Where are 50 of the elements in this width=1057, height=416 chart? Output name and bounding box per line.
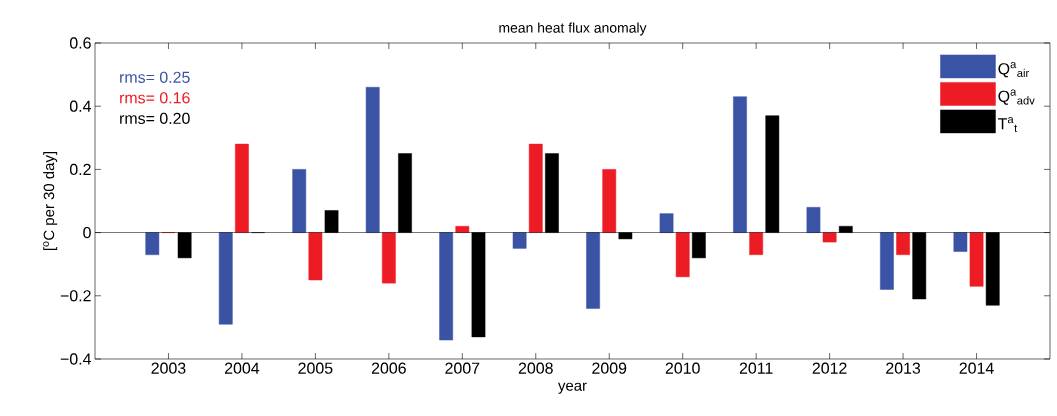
y-tick-label: 0.6 — [69, 37, 91, 49]
bar — [145, 232, 160, 255]
x-axis-title: year — [558, 382, 587, 394]
bar — [512, 232, 527, 249]
bar — [675, 232, 690, 278]
legend-label: Q$^{a}$air — [998, 62, 1030, 78]
bar — [880, 232, 894, 290]
bar — [455, 226, 470, 233]
x-tick-label: 2008 — [518, 362, 553, 374]
bar — [586, 232, 600, 309]
legend-label: T$^{a}$t — [998, 117, 1018, 132]
bar — [806, 207, 821, 233]
x-tick-label: 2013 — [886, 362, 921, 374]
bar — [749, 232, 764, 255]
bar — [659, 213, 674, 233]
y-tick-label: −0.4 — [60, 353, 92, 365]
bar — [528, 143, 543, 233]
x-tick-label: 2005 — [298, 362, 333, 374]
bar — [218, 232, 233, 325]
x-tick-label: 2011 — [739, 362, 773, 374]
x-tick-label: 2007 — [445, 362, 480, 374]
bar — [308, 232, 323, 281]
x-tick-label: 2014 — [959, 362, 994, 374]
bar — [381, 232, 396, 284]
bar — [953, 232, 968, 252]
bar — [365, 86, 380, 233]
bar — [235, 143, 249, 233]
x-tick-label: 2004 — [224, 362, 260, 374]
y-tick-label: −0.2 — [60, 290, 91, 302]
x-tick-label: 2009 — [592, 362, 627, 374]
y-tick-label: 0.4 — [69, 100, 92, 112]
y-axis-title: [$^{o}$C per 30 day] — [43, 152, 58, 251]
bar — [822, 232, 837, 243]
chart-title: mean heat flux anomaly — [499, 22, 647, 36]
bar — [733, 96, 747, 233]
x-tick-label: 2012 — [812, 362, 847, 374]
bar — [602, 169, 617, 233]
x-tick-label: 2010 — [665, 362, 700, 374]
y-tick-label: 0.2 — [69, 163, 91, 176]
bar — [969, 232, 984, 287]
annotation: rms= 0.16 — [120, 92, 190, 104]
annotation: rms= 0.25 — [120, 71, 190, 83]
x-tick-label: 2003 — [151, 362, 186, 374]
x-tick-label: 2006 — [371, 362, 406, 374]
annotation: rms= 0.20 — [120, 112, 190, 124]
bar — [292, 169, 307, 233]
legend-label: Q$^{a}$adv — [998, 89, 1035, 105]
y-tick-label: 0 — [83, 226, 91, 239]
bar — [896, 232, 910, 255]
bar — [439, 232, 454, 341]
